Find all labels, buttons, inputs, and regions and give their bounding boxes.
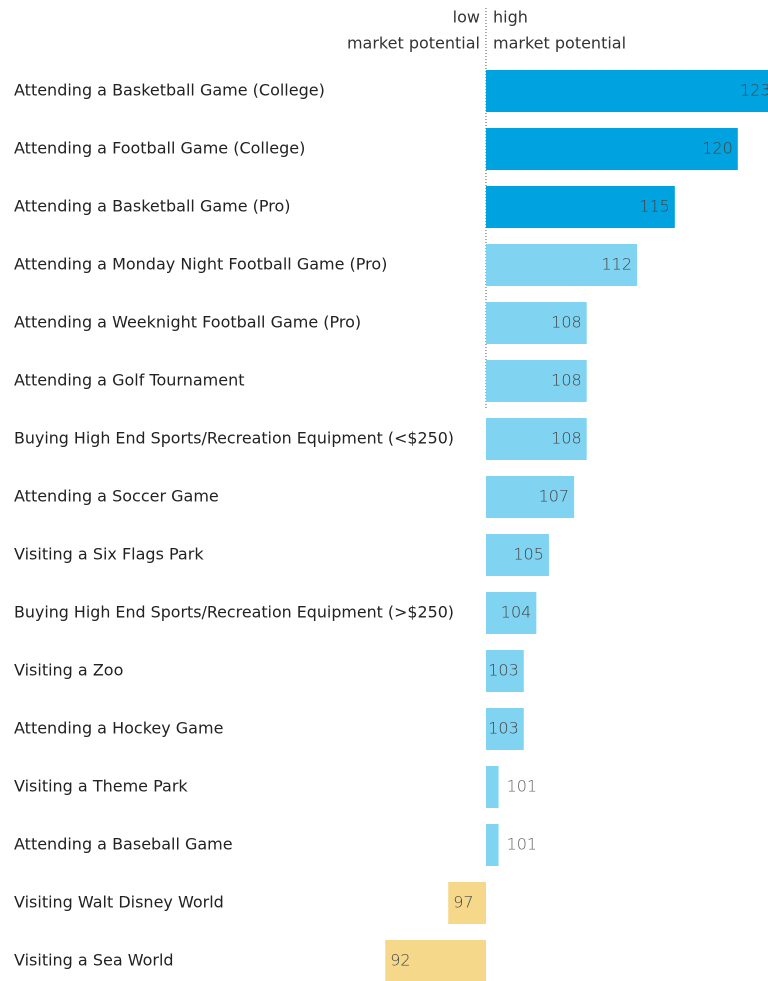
value-label: 108: [551, 313, 582, 332]
category-label: Buying High End Sports/Recreation Equipm…: [14, 603, 454, 622]
value-label: 123: [740, 81, 768, 100]
value-label: 112: [602, 255, 633, 274]
value-label: 107: [539, 487, 570, 506]
category-label: Attending a Golf Tournament: [14, 371, 245, 390]
value-label: 103: [488, 661, 519, 680]
value-label: 108: [551, 429, 582, 448]
bar: [485, 244, 638, 286]
value-label: 101: [507, 835, 538, 854]
bar: [485, 708, 524, 750]
bar: [485, 476, 575, 518]
bar: [485, 128, 738, 170]
bar: [385, 940, 486, 981]
category-label: Attending a Soccer Game: [14, 487, 219, 506]
bar: [448, 882, 486, 924]
bar: [485, 70, 768, 112]
category-label: Buying High End Sports/Recreation Equipm…: [14, 429, 454, 448]
category-label: Visiting a Six Flags Park: [14, 545, 204, 564]
bar: [485, 592, 537, 634]
category-label: Visiting Walt Disney World: [14, 893, 224, 912]
category-label: Visiting a Theme Park: [14, 777, 188, 796]
category-label: Visiting a Sea World: [14, 951, 174, 970]
high-label: market potential: [493, 34, 626, 53]
value-label: 105: [513, 545, 544, 564]
high-label: high: [493, 8, 528, 27]
category-label: Attending a Basketball Game (Pro): [14, 197, 291, 216]
low-label: market potential: [347, 34, 480, 53]
bar: [485, 302, 587, 344]
category-label: Attending a Baseball Game: [14, 835, 233, 854]
bar: [485, 186, 675, 228]
bar: [485, 360, 587, 402]
value-label: 108: [551, 371, 582, 390]
category-label: Visiting a Zoo: [14, 661, 123, 680]
bar: [485, 766, 499, 808]
bar: [485, 650, 524, 692]
category-label: Attending a Basketball Game (College): [14, 81, 325, 100]
bar: [485, 534, 549, 576]
value-label: 97: [453, 893, 473, 912]
category-label: Attending a Weeknight Football Game (Pro…: [14, 313, 361, 332]
value-label: 103: [488, 719, 519, 738]
category-label: Attending a Hockey Game: [14, 719, 223, 738]
bar: [485, 824, 499, 866]
bar: [485, 418, 587, 460]
category-label: Attending a Football Game (College): [14, 139, 305, 158]
value-label: 104: [501, 603, 532, 622]
category-label: Attending a Monday Night Football Game (…: [14, 255, 387, 274]
value-label: 92: [390, 951, 410, 970]
value-label: 115: [639, 197, 670, 216]
low-label: low: [453, 8, 480, 27]
value-label: 101: [507, 777, 538, 796]
value-label: 120: [702, 139, 733, 158]
